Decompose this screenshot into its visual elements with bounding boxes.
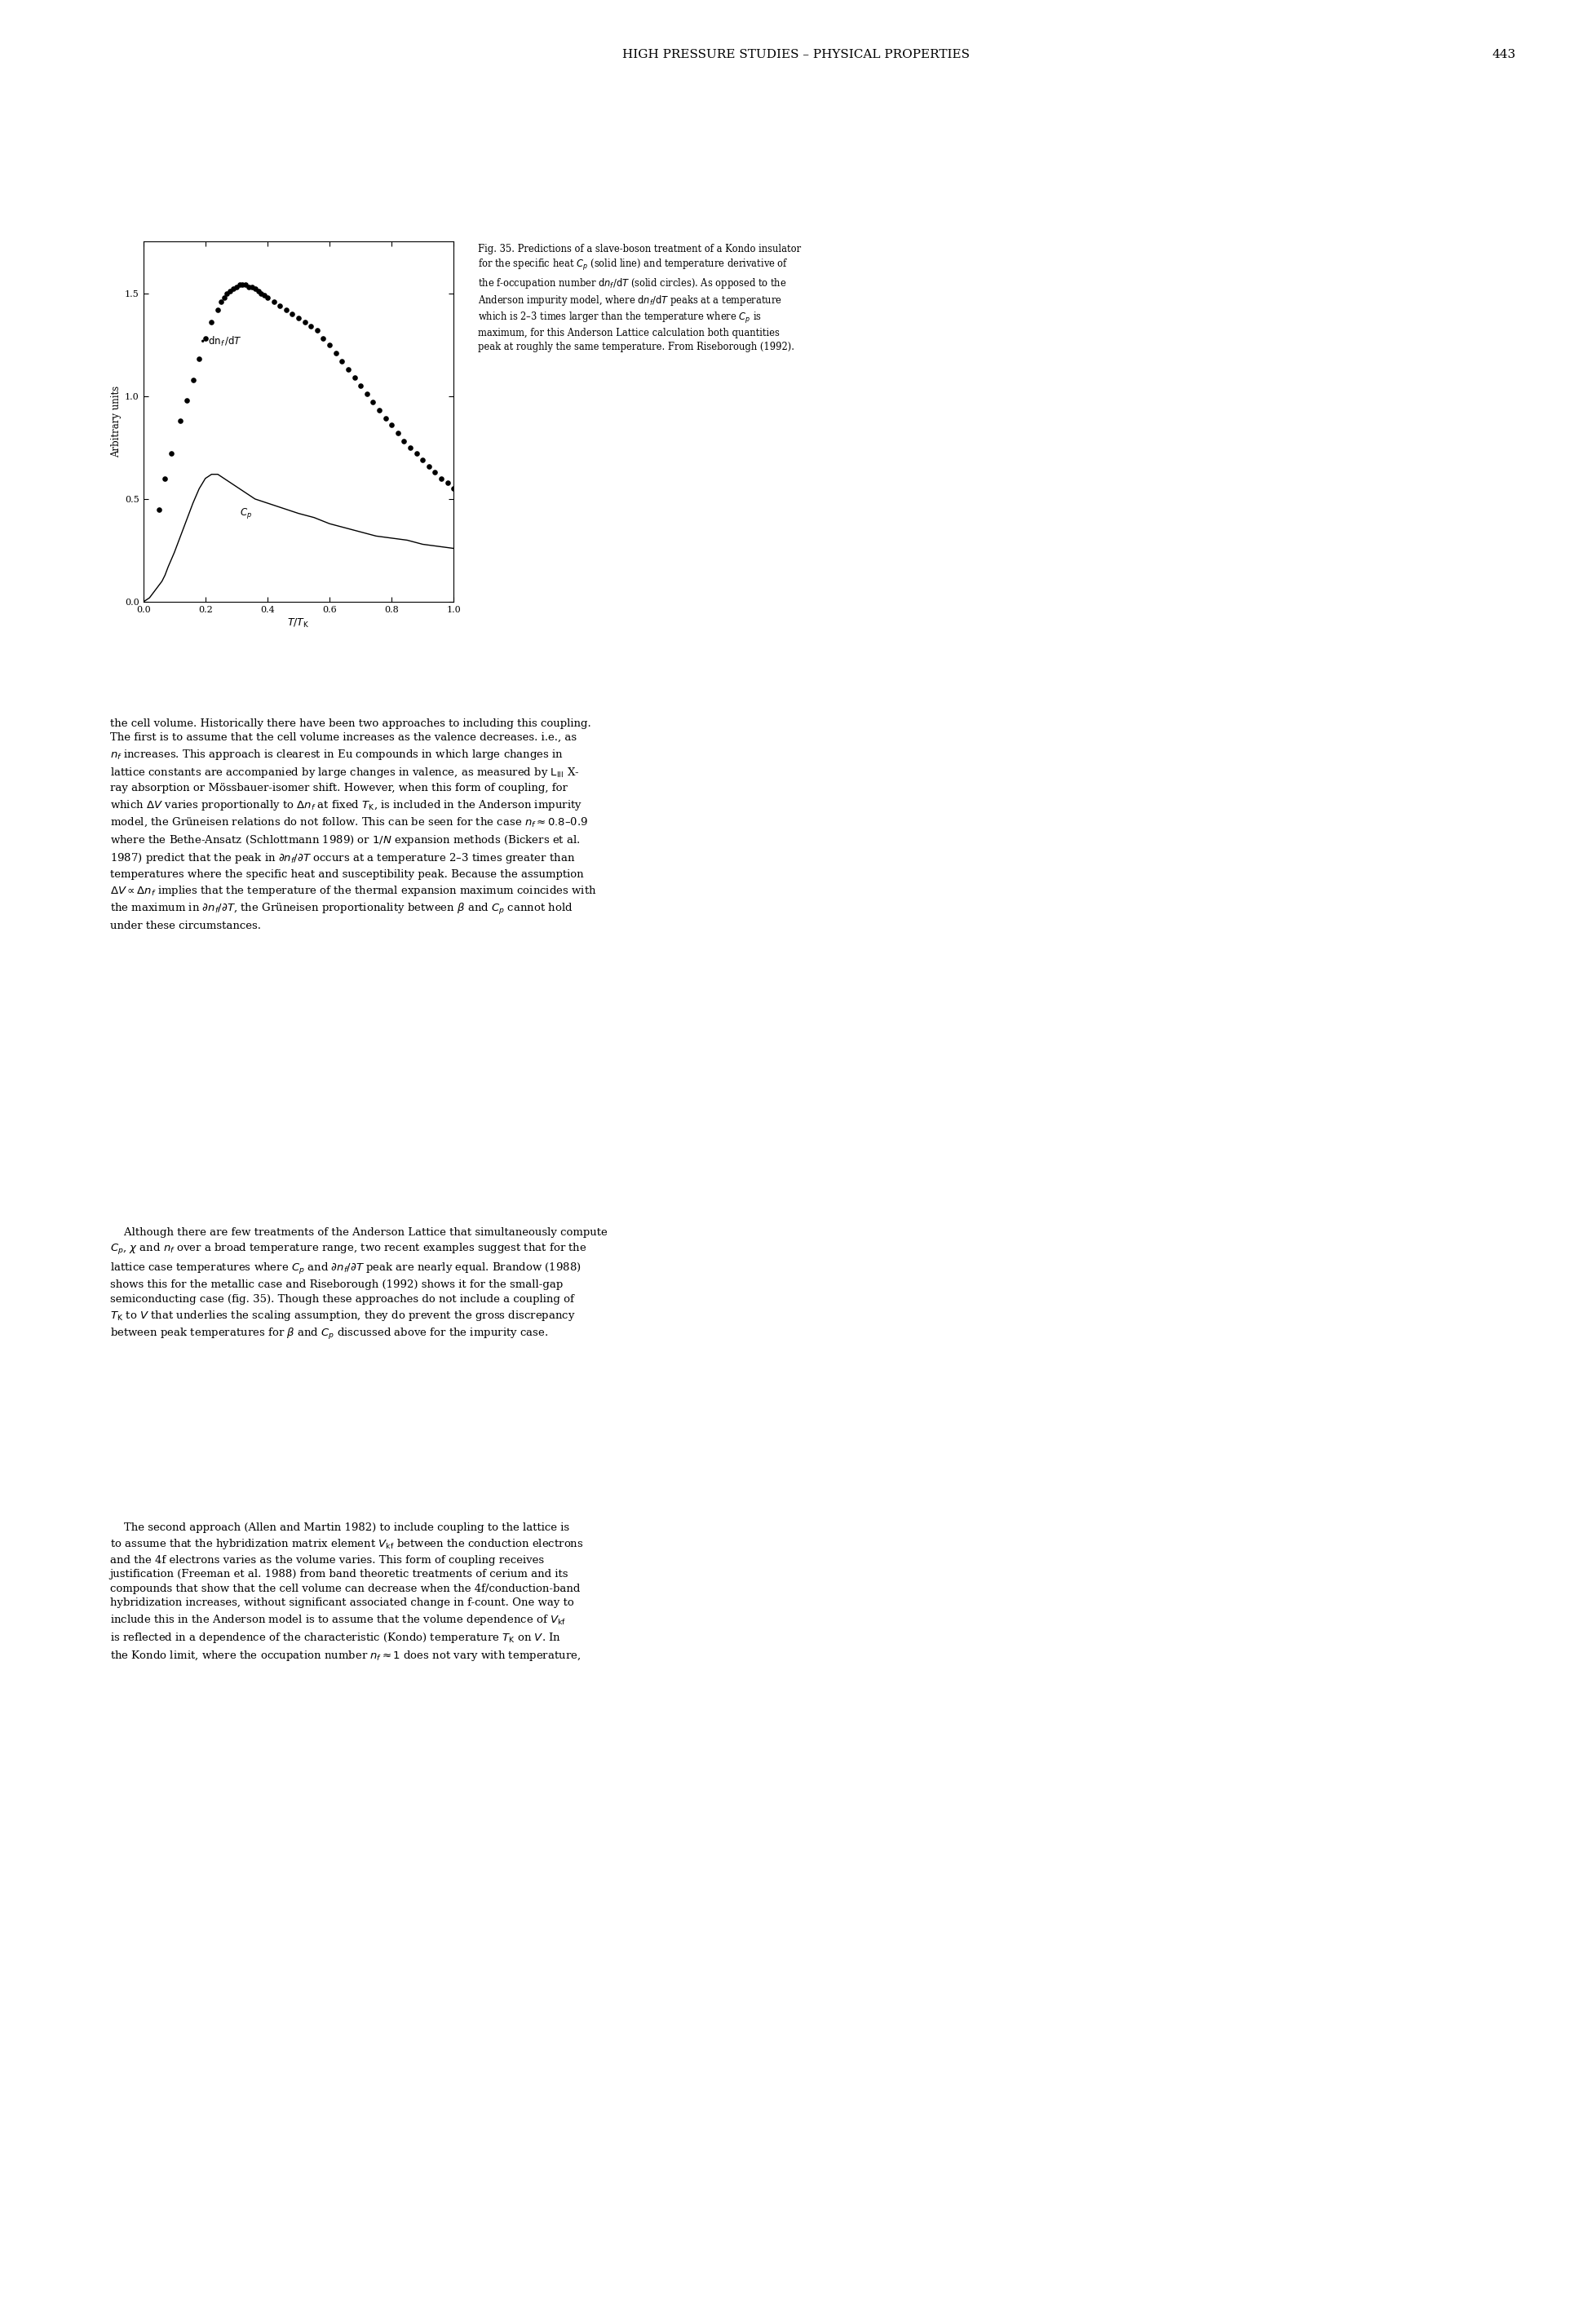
Text: the cell volume. Historically there have been two approaches to including this c: the cell volume. Historically there have…: [110, 718, 597, 932]
Point: [267, 286, 293, 323]
X-axis label: $T/T_{\rm K}$: $T/T_{\rm K}$: [287, 618, 310, 630]
Point: [310, 321, 336, 358]
Point: [245, 272, 271, 309]
Point: [441, 469, 466, 507]
Point: [317, 325, 342, 363]
Point: [261, 284, 287, 321]
Point: [336, 351, 361, 388]
Text: HIGH PRESSURE STUDIES – PHYSICAL PROPERTIES: HIGH PRESSURE STUDIES – PHYSICAL PROPERT…: [622, 49, 970, 60]
Point: [360, 383, 385, 421]
Point: [280, 295, 306, 332]
Point: [199, 304, 224, 342]
Point: [205, 290, 231, 328]
Point: [212, 279, 237, 316]
Point: [215, 274, 240, 311]
Text: $\bullet$ ${\rm dn}_f\,/{\rm d}T$: $\bullet$ ${\rm dn}_f\,/{\rm d}T$: [199, 335, 242, 349]
Point: [416, 449, 441, 486]
Point: [218, 272, 244, 309]
Point: [229, 267, 255, 304]
Point: [232, 267, 258, 304]
Point: [146, 490, 172, 528]
Point: [242, 270, 267, 307]
Point: [167, 402, 193, 439]
Point: [323, 335, 349, 372]
Point: [153, 460, 178, 497]
Text: Fig. 35. Predictions of a slave-boson treatment of a Kondo insulator
for the spe: Fig. 35. Predictions of a slave-boson tr…: [478, 244, 801, 353]
Point: [255, 279, 280, 316]
Point: [274, 290, 299, 328]
Point: [186, 339, 212, 376]
Point: [379, 407, 404, 444]
Point: [385, 414, 411, 451]
Point: [353, 376, 379, 414]
Point: [291, 304, 317, 342]
Point: [226, 267, 252, 304]
Point: [180, 360, 205, 397]
Point: [252, 277, 277, 314]
Point: [373, 400, 398, 437]
Point: [404, 435, 430, 472]
Text: $C_p$: $C_p$: [239, 507, 252, 521]
Point: [239, 267, 264, 304]
Point: [223, 267, 250, 304]
Point: [435, 465, 460, 502]
Text: The second approach (Allen and Martin 1982) to include coupling to the lattice i: The second approach (Allen and Martin 19…: [110, 1522, 583, 1664]
Point: [411, 442, 436, 479]
Point: [422, 453, 447, 490]
Point: [174, 381, 199, 418]
Point: [209, 284, 234, 321]
Point: [366, 393, 392, 430]
Point: [236, 267, 261, 304]
Point: [287, 300, 312, 337]
Point: [392, 423, 417, 460]
Y-axis label: Arbitrary units: Arbitrary units: [111, 386, 121, 458]
Point: [304, 311, 330, 349]
Point: [398, 430, 423, 467]
Text: 443: 443: [1492, 49, 1516, 60]
Point: [349, 367, 374, 404]
Point: [428, 460, 454, 497]
Point: [330, 342, 355, 379]
Text: Although there are few treatments of the Anderson Lattice that simultaneously co: Although there are few treatments of the…: [110, 1227, 607, 1341]
Point: [248, 274, 274, 311]
Point: [193, 321, 218, 358]
Point: [159, 435, 185, 472]
Point: [342, 358, 368, 395]
Point: [298, 307, 323, 344]
Point: [221, 270, 247, 307]
